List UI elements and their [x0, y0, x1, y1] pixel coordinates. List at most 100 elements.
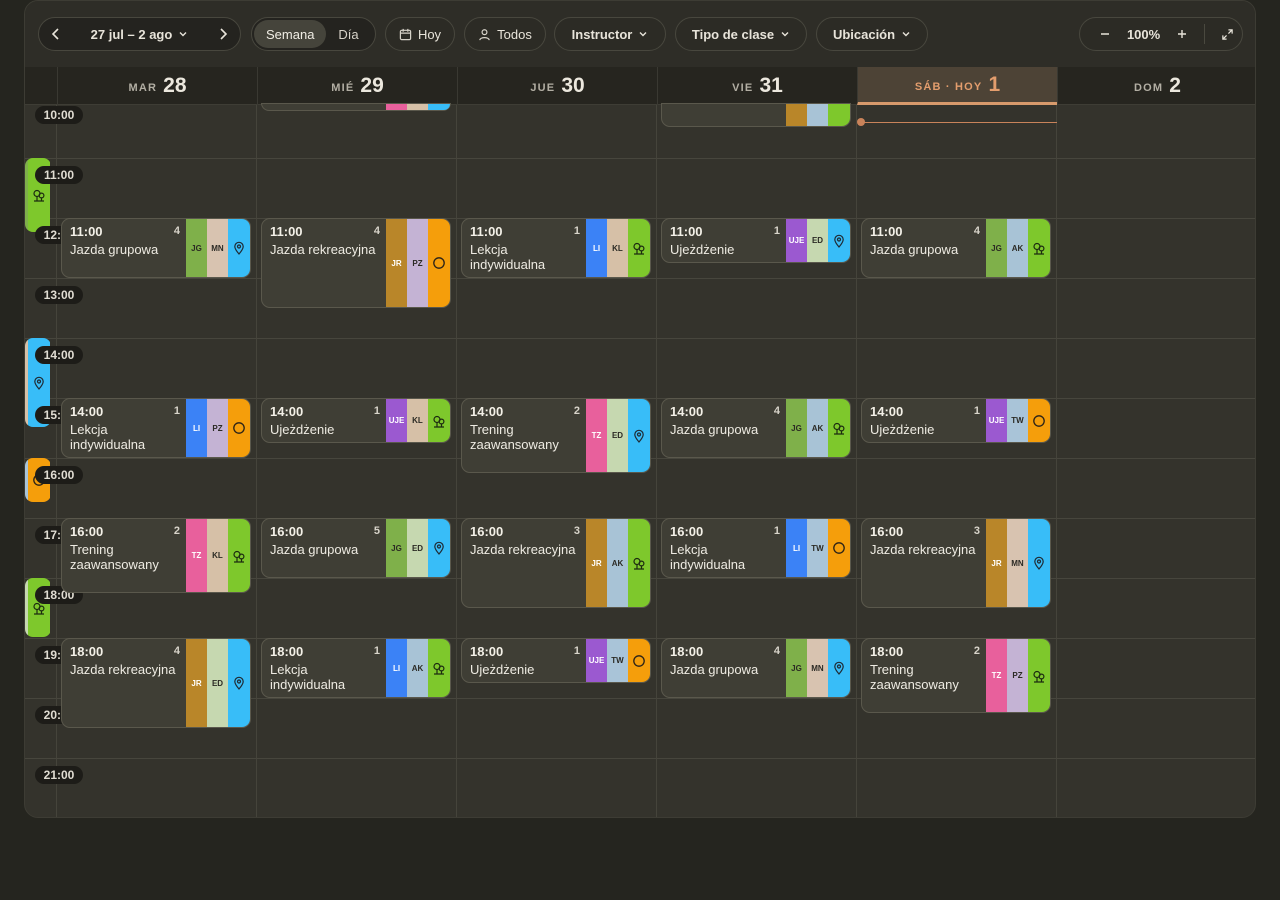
event-time: 14:00 [270, 404, 304, 419]
divider [1204, 24, 1206, 44]
event-tags: JG ED [386, 519, 450, 577]
instructor-tag: TZ [586, 399, 607, 472]
instructor-tag [386, 104, 407, 110]
event-card[interactable]: 18:00 1 Lekcja indywidualna LI AK [261, 638, 451, 698]
day-header[interactable]: SÁB · HOY 1 [857, 67, 1057, 105]
today-button[interactable]: Hoy [385, 17, 455, 51]
instructor-tag: TW [1007, 399, 1028, 442]
day-name: DOM [1134, 82, 1164, 94]
chevron-down-icon [639, 32, 647, 37]
forest-icon [628, 519, 650, 607]
event-card[interactable]: 18:00 1 Ujeżdżenie UJE TW [461, 638, 651, 683]
people-filter-label: Todos [497, 26, 532, 42]
tag-strip [25, 338, 28, 427]
event-time: 16:00 [670, 524, 704, 539]
event-tags: JR PZ [386, 219, 450, 307]
day-number: 2 [1169, 74, 1181, 97]
event-title: Lekcja indywidualna [470, 242, 546, 272]
event-card[interactable]: 16:00 1 Lekcja indywidualna LI TW [661, 518, 851, 578]
event-attendee-count: 4 [173, 645, 180, 657]
prev-week-icon[interactable] [49, 27, 63, 41]
event-card[interactable]: 14:00 1 Ujeżdżenie UJE KL [261, 398, 451, 443]
event-title: Lekcja indywidualna [70, 422, 146, 452]
column-divider [456, 105, 457, 817]
event-card[interactable]: 18:00 4 Jazda rekreacyjna JR ED [61, 638, 251, 728]
day-name: MAR [128, 82, 158, 94]
event-card[interactable]: 16:00 5 Jazda grupowa JG ED [261, 518, 451, 578]
event-card[interactable]: 16:00 3 Jazda rekreacyjna JR AK [461, 518, 651, 608]
event-title: Ujeżdżenie [670, 242, 735, 257]
event-title: Lekcja indywidualna [270, 662, 346, 692]
day-header[interactable]: JUE 30 [457, 67, 657, 105]
event-card[interactable]: 11:00 1 Ujeżdżenie UJE ED [661, 218, 851, 263]
location-filter[interactable]: Ubicación [816, 17, 928, 51]
event-title: Jazda grupowa [870, 242, 959, 257]
event-attendee-count: 1 [573, 225, 580, 237]
event-card[interactable]: 16:00 3 Jazda rekreacyjna JR MN [861, 518, 1051, 608]
event-attendee-count: 1 [573, 645, 580, 657]
day-name: SÁB · HOY [914, 80, 983, 93]
event-attendee-count: 2 [173, 525, 180, 537]
event-card[interactable]: 14:00 4 Jazda grupowa JG AK [661, 398, 851, 458]
expand-icon[interactable] [1212, 19, 1242, 49]
instructor-tag: JG [986, 219, 1007, 277]
event-time: 16:00 [70, 524, 104, 539]
event-tags: UJE ED [786, 219, 850, 262]
event-card[interactable]: 18:00 4 Jazda grupowa JG MN [661, 638, 851, 698]
hour-line [25, 158, 1255, 159]
view-day-button[interactable]: Día [338, 26, 359, 42]
forest-icon [628, 219, 650, 277]
day-number: 31 [759, 74, 783, 97]
event-tags: JG AK [986, 219, 1050, 277]
location-filter-label: Ubicación [832, 26, 896, 42]
instructor-tag [786, 104, 807, 126]
event-title: Ujeżdżenie [270, 422, 335, 437]
date-range-picker[interactable]: 27 jul – 2 ago [91, 27, 189, 42]
hour-line [25, 278, 1255, 279]
event-time: 11:00 [470, 224, 503, 239]
event-card[interactable]: 14:00 2 Trening zaawansowany TZ ED [461, 398, 651, 473]
event-card[interactable]: 11:00 4 Jazda rekreacyjna JR PZ [261, 218, 451, 308]
location-pin-icon [828, 639, 850, 697]
location-pin-icon [828, 219, 850, 262]
instructor-tag: TZ [186, 519, 207, 592]
event-card[interactable]: 14:00 1 Lekcja indywidualna LI PZ [61, 398, 251, 458]
day-header[interactable]: MAR 28 [57, 67, 257, 105]
instructor-filter[interactable]: Instructor [554, 17, 666, 51]
day-header[interactable]: DOM 2 [1057, 67, 1255, 105]
instructor-tag: JR [386, 219, 407, 307]
event-tags: JR MN [986, 519, 1050, 607]
instructor-tag: MN [807, 639, 828, 697]
location-pin-icon [228, 639, 250, 727]
zoom-in-icon[interactable] [1167, 19, 1197, 49]
event-card[interactable]: 11:00 1 Lekcja indywidualna LI KL [461, 218, 651, 278]
event-attendee-count: 5 [373, 525, 380, 537]
day-header[interactable]: VIE 31 [657, 67, 857, 105]
instructor-tag: PZ [1007, 639, 1028, 712]
day-header[interactable]: MIÉ 29 [257, 67, 457, 105]
event-card[interactable]: 14:00 1 Ujeżdżenie UJE TW [861, 398, 1051, 443]
zoom-out-icon[interactable] [1090, 19, 1120, 49]
event-card[interactable]: 16:00 2 Trening zaawansowany TZ KL [61, 518, 251, 593]
forest-icon [828, 104, 850, 126]
event-attendee-count: 1 [973, 405, 980, 417]
event-card-partial[interactable] [661, 103, 851, 127]
event-card[interactable]: 11:00 4 Jazda grupowa JG AK [861, 218, 1051, 278]
event-title: Jazda grupowa [670, 662, 759, 677]
event-attendee-count: 1 [373, 405, 380, 417]
event-card[interactable]: 18:00 2 Trening zaawansowany TZ PZ [861, 638, 1051, 713]
location-pin-icon [428, 519, 450, 577]
event-title: Trening zaawansowany [870, 662, 959, 692]
event-attendee-count: 1 [373, 645, 380, 657]
event-time: 16:00 [470, 524, 504, 539]
class-type-filter[interactable]: Tipo de clase [675, 17, 807, 51]
view-week-button[interactable]: Semana [254, 20, 327, 48]
event-time: 18:00 [270, 644, 304, 659]
next-week-icon[interactable] [216, 27, 230, 41]
instructor-tag: TZ [986, 639, 1007, 712]
circle-icon [628, 639, 650, 682]
people-filter[interactable]: Todos [464, 17, 546, 51]
date-navigator: 27 jul – 2 ago [38, 17, 241, 51]
event-card[interactable]: 11:00 4 Jazda grupowa JG MN [61, 218, 251, 278]
event-card-partial[interactable] [261, 103, 451, 111]
